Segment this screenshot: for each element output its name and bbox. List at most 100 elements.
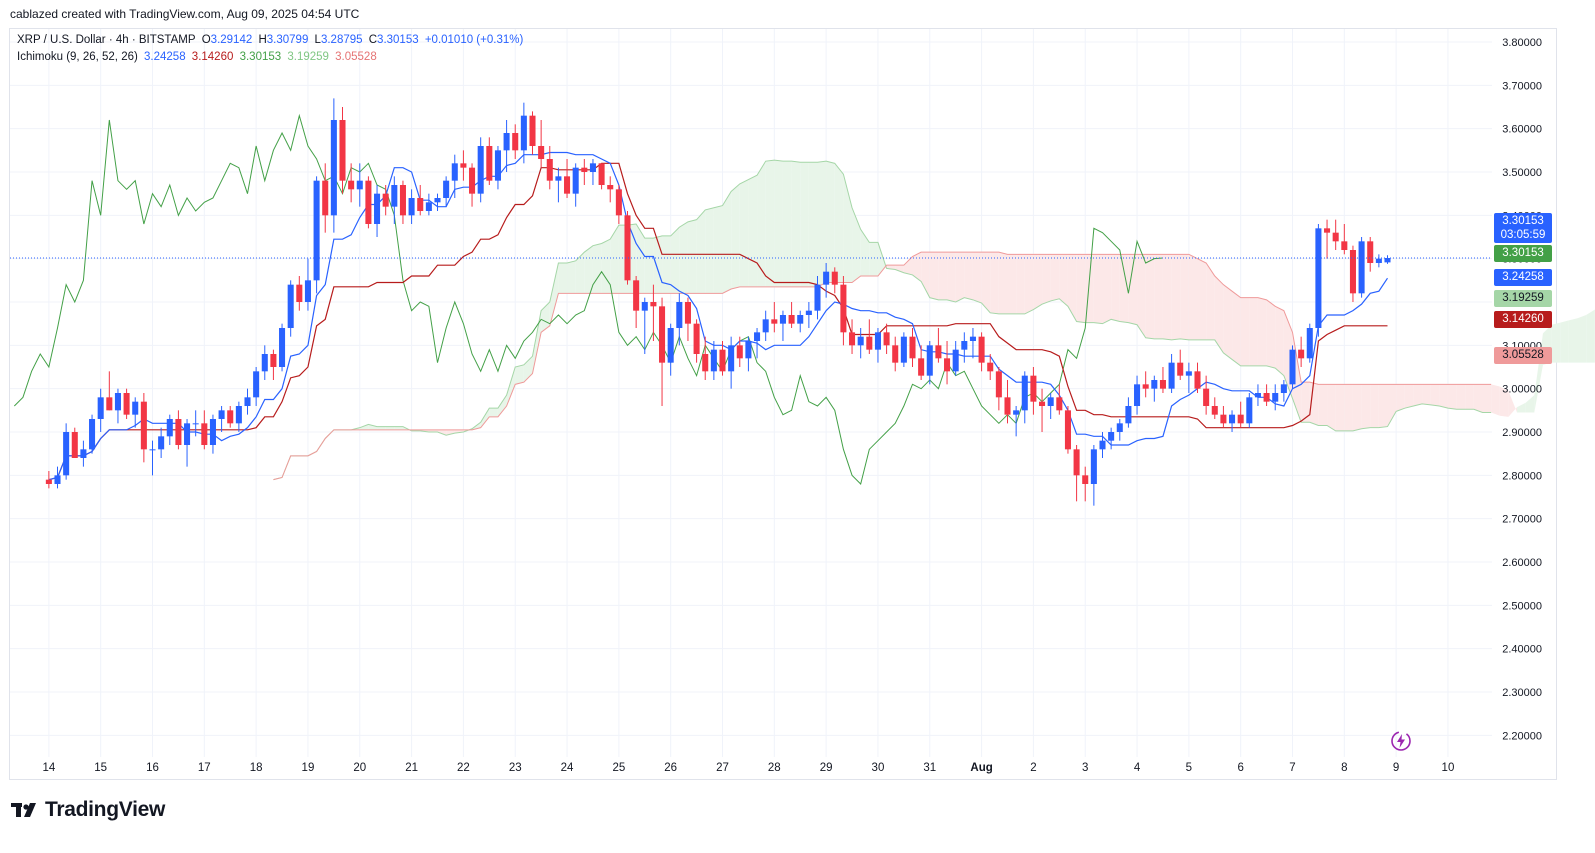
chart-frame — [9, 28, 1557, 780]
cloud-segment — [489, 408, 498, 417]
candle-body — [1306, 328, 1313, 359]
cloud-segment — [929, 252, 939, 300]
x-tick-label: 28 — [768, 762, 781, 774]
high-value: 3.30799 — [266, 34, 309, 46]
candle-body — [1073, 449, 1080, 476]
y-tick-label: 2.30000 — [1502, 687, 1542, 699]
candle-body — [918, 358, 925, 376]
candle-body — [857, 336, 864, 346]
y-tick-label: 3.80000 — [1502, 37, 1542, 49]
span-b-tag: 3.05528 — [1494, 347, 1552, 364]
cloud-segment — [687, 219, 697, 294]
candle-body — [1375, 258, 1382, 263]
candle-body — [451, 163, 458, 181]
candle-body — [1220, 414, 1227, 424]
candle-body — [667, 328, 674, 363]
cloud-segment — [739, 179, 749, 287]
candle-body — [89, 419, 96, 450]
cloud-segment — [1422, 384, 1431, 405]
x-tick-label: 26 — [664, 762, 677, 774]
cloud-segment — [1154, 254, 1163, 339]
cloud-segment — [1551, 322, 1561, 363]
candle-body — [106, 397, 113, 411]
candle-body — [503, 133, 510, 151]
cloud-segment — [636, 224, 645, 294]
cloud-segment — [1404, 384, 1414, 409]
cloud-segment — [1413, 384, 1423, 406]
y-tick-label: 3.00000 — [1502, 384, 1542, 396]
candle-body — [1246, 397, 1253, 424]
candle-body — [408, 198, 415, 216]
span-b-value: 3.05528 — [335, 51, 377, 63]
y-tick-label: 2.20000 — [1502, 730, 1542, 742]
candle-body — [391, 185, 398, 207]
tradingview-logo[interactable]: TradingView — [11, 798, 165, 822]
cloud-segment — [1214, 276, 1224, 353]
y-tick-label: 2.60000 — [1502, 557, 1542, 569]
candle-body — [304, 280, 311, 302]
cloud-segment — [1439, 384, 1448, 409]
candle-body — [702, 354, 709, 372]
cloud-segment — [1586, 309, 1595, 363]
cloud-segment — [1206, 263, 1215, 340]
x-tick-label: 19 — [302, 762, 315, 774]
candle-body — [140, 401, 147, 450]
cloud-segment — [817, 161, 827, 287]
candle-body — [607, 185, 614, 190]
x-tick-label: 3 — [1082, 762, 1088, 774]
candle-body — [434, 198, 441, 203]
candle-body — [1384, 258, 1391, 263]
candle-body — [494, 150, 501, 181]
cloud-segment — [1491, 384, 1500, 416]
candle-body — [382, 193, 389, 207]
candle-body — [693, 323, 700, 354]
candle-body — [1194, 371, 1201, 389]
last-price-tag: 3.30153 03:05:59 — [1494, 213, 1552, 243]
indicator-legend: Ichimoku (9, 26, 52, 26) 3.24258 3.14260… — [17, 51, 380, 63]
tenkan-value: 3.24258 — [144, 51, 186, 63]
candle-body — [261, 354, 268, 372]
x-tick-label: 5 — [1186, 762, 1192, 774]
candle-body — [728, 345, 735, 372]
candle-body — [935, 345, 942, 359]
candle-body — [184, 423, 191, 445]
candle-body — [564, 176, 571, 194]
tenkan-tag: 3.24258 — [1494, 269, 1552, 286]
x-tick-label: Aug — [970, 762, 992, 774]
candle-body — [330, 120, 337, 216]
candle-body — [866, 336, 873, 350]
candle-body — [201, 423, 208, 445]
cloud-segment — [1042, 254, 1051, 305]
candle-body — [1315, 228, 1322, 328]
candle-body — [1203, 388, 1210, 406]
candle-body — [1099, 440, 1106, 450]
candle-body — [279, 328, 286, 367]
x-tick-label: 29 — [820, 762, 833, 774]
cloud-segment — [1137, 254, 1146, 338]
cloud-segment — [428, 429, 438, 432]
x-tick-label: 7 — [1289, 762, 1295, 774]
flash-icon[interactable] — [1389, 729, 1413, 753]
candle-body — [209, 419, 216, 445]
grid-lines — [10, 29, 1492, 757]
cloud-segment — [541, 302, 550, 333]
cloud-segment — [506, 367, 516, 406]
candle-body — [1263, 393, 1270, 402]
candle-body — [417, 198, 424, 211]
cloud-segment — [515, 364, 524, 385]
cloud-segment — [1266, 299, 1276, 369]
candle-body — [1021, 375, 1028, 411]
x-tick-label: 9 — [1393, 762, 1399, 774]
candle-body — [114, 393, 121, 411]
cloud-segment — [774, 160, 783, 287]
cloud-segment — [437, 429, 447, 436]
cloud-segment — [1093, 254, 1103, 324]
cloud-segment — [584, 245, 593, 294]
x-tick-label: 27 — [716, 762, 729, 774]
cloud-segment — [454, 429, 464, 434]
candle-body — [443, 180, 450, 198]
cloud-segment — [713, 205, 723, 294]
cloud-segment — [852, 207, 861, 283]
cloud-segment — [1352, 384, 1362, 431]
